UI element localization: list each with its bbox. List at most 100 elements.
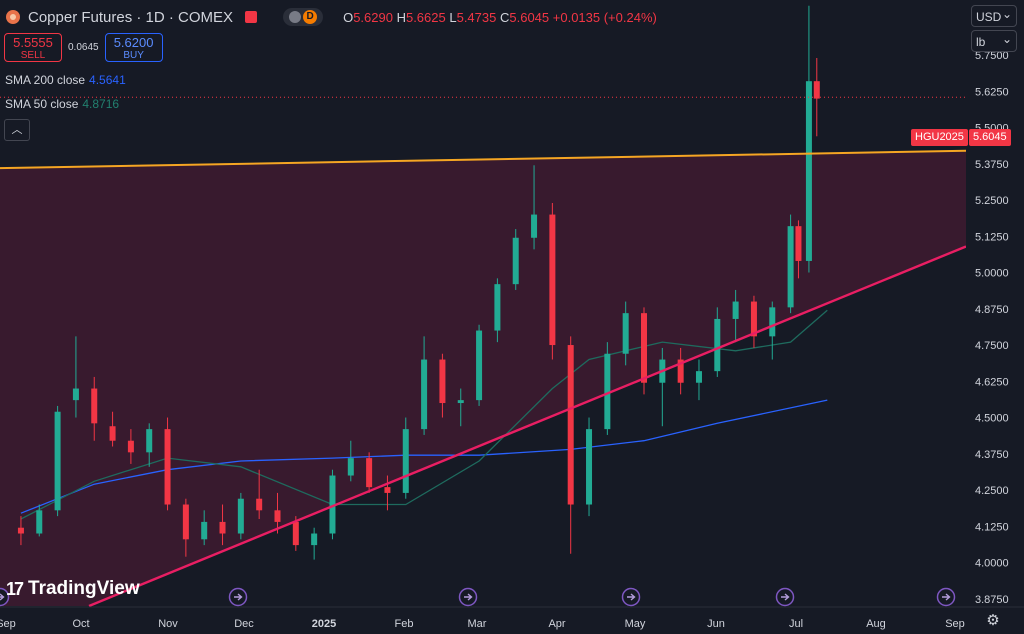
candle	[146, 423, 153, 467]
candle-body	[366, 458, 373, 488]
candle	[586, 417, 593, 517]
event-marker-icon[interactable]	[936, 587, 956, 607]
y-tick-label: 4.3750	[975, 449, 1009, 461]
collapse-legend-button[interactable]: ︿	[4, 119, 30, 141]
candle-body	[494, 284, 501, 331]
candle	[366, 452, 373, 493]
candle-body	[54, 411, 61, 511]
candle	[641, 307, 647, 395]
candle	[274, 492, 281, 534]
candle	[750, 295, 757, 348]
x-tick-label: Nov	[158, 618, 178, 630]
event-markers[interactable]	[0, 587, 956, 607]
candle-body	[787, 226, 794, 308]
candle-body	[292, 521, 299, 546]
x-tick-label: Jun	[707, 618, 725, 630]
candle-body	[421, 359, 428, 430]
candle	[237, 492, 244, 540]
circle-icon	[289, 11, 302, 23]
candle-layer	[17, 5, 820, 560]
last-price-tag: 5.6045	[969, 129, 1011, 146]
buy-button[interactable]: 5.6200 BUY	[104, 33, 163, 62]
x-tick-label: Jul	[789, 618, 803, 630]
unit-select[interactable]: lb	[971, 28, 1017, 52]
candle	[457, 388, 464, 427]
candle-body	[237, 498, 244, 534]
y-tick-label: 5.3750	[975, 159, 1009, 171]
sma50-value: 4.8716	[82, 97, 120, 111]
sell-button[interactable]: 5.5555 SELL	[4, 33, 62, 62]
tradingview-wordmark: TradingView	[28, 578, 140, 599]
candle-body	[677, 359, 684, 383]
x-tick-label: Mar	[468, 618, 487, 630]
candle	[531, 165, 538, 250]
x-axis[interactable]: Sep Oct Nov Dec 2025 Feb Mar Apr May Jun Jul Aug Sep	[0, 606, 1024, 634]
gear-icon[interactable]: ⚙	[986, 612, 1000, 629]
candle-body	[567, 345, 574, 505]
buy-label: BUY	[123, 50, 144, 61]
x-tick-label: Feb	[395, 618, 414, 630]
sell-label: SELL	[20, 50, 46, 61]
resistance-trendline[interactable]	[0, 149, 967, 170]
candle	[402, 417, 409, 499]
x-tick-label: Apr	[548, 618, 565, 630]
candle	[329, 469, 336, 540]
high-value: 5.6625	[405, 9, 446, 25]
candle	[494, 278, 501, 343]
tradingview-logo[interactable]: 17 TradingView	[6, 578, 140, 600]
sell-price: 5.5555	[13, 35, 53, 50]
support-trendline[interactable]	[88, 245, 967, 608]
candle	[36, 504, 43, 537]
zone-layer	[0, 150, 966, 606]
x-tick-label: May	[625, 618, 646, 630]
tradingview-mark-icon: 17	[6, 578, 24, 599]
candle-body	[256, 498, 263, 511]
candle-body	[531, 214, 538, 238]
trendline-layer[interactable]	[0, 149, 967, 608]
sma200-value: 4.5641	[89, 73, 126, 87]
candle-body	[641, 313, 647, 383]
candle-body	[549, 214, 556, 346]
candle	[182, 498, 189, 557]
low-value: 5.4735	[456, 9, 497, 25]
candle	[384, 475, 391, 511]
candle	[311, 527, 318, 560]
low-label: L	[449, 9, 457, 25]
candle	[72, 336, 79, 418]
y-tick-label: 4.8750	[975, 304, 1009, 316]
candle	[622, 301, 629, 366]
candle-body	[769, 307, 776, 337]
sma200-label: SMA 200 close	[5, 73, 86, 87]
x-tick-label: Sep	[945, 618, 965, 630]
candle-body	[402, 429, 409, 493]
candle	[201, 510, 208, 546]
candle	[695, 359, 702, 401]
candle-body	[36, 510, 43, 534]
candle-body	[329, 475, 336, 534]
high-label: H	[396, 9, 406, 25]
chart-header: Copper Futures · 1D · COMEX D O5.6290 H5…	[6, 6, 657, 28]
flag-icon[interactable]	[245, 11, 258, 23]
y-axis[interactable]: 5.87505.75005.62505.50005.37505.25005.12…	[966, 0, 1024, 634]
symbol-title[interactable]: Copper Futures · 1D · COMEX	[28, 8, 234, 26]
y-tick-label: 5.2500	[975, 195, 1009, 207]
y-tick-label: 4.2500	[975, 485, 1009, 497]
event-marker-icon[interactable]	[775, 587, 795, 607]
indicator-sma200[interactable]: SMA 200 close 4.5641	[5, 73, 126, 87]
event-marker-icon[interactable]	[621, 587, 641, 607]
event-marker-icon[interactable]	[458, 587, 478, 607]
data-source-pill[interactable]: D	[283, 8, 324, 26]
y-tick-label: 5.1250	[975, 231, 1009, 243]
candle-body	[439, 359, 446, 404]
event-marker-icon[interactable]	[228, 587, 248, 607]
currency-select[interactable]: USD	[971, 3, 1017, 27]
candle-body	[109, 426, 116, 441]
candle-body	[586, 429, 593, 505]
indicator-sma50[interactable]: SMA 50 close 4.8716	[5, 97, 119, 111]
candle-body	[72, 388, 79, 401]
close-value: 5.6045	[509, 9, 550, 25]
sma50-label: SMA 50 close	[5, 97, 79, 111]
event-marker-icon[interactable]	[0, 587, 10, 607]
symbol-price-tag: HGU2025	[911, 129, 968, 146]
